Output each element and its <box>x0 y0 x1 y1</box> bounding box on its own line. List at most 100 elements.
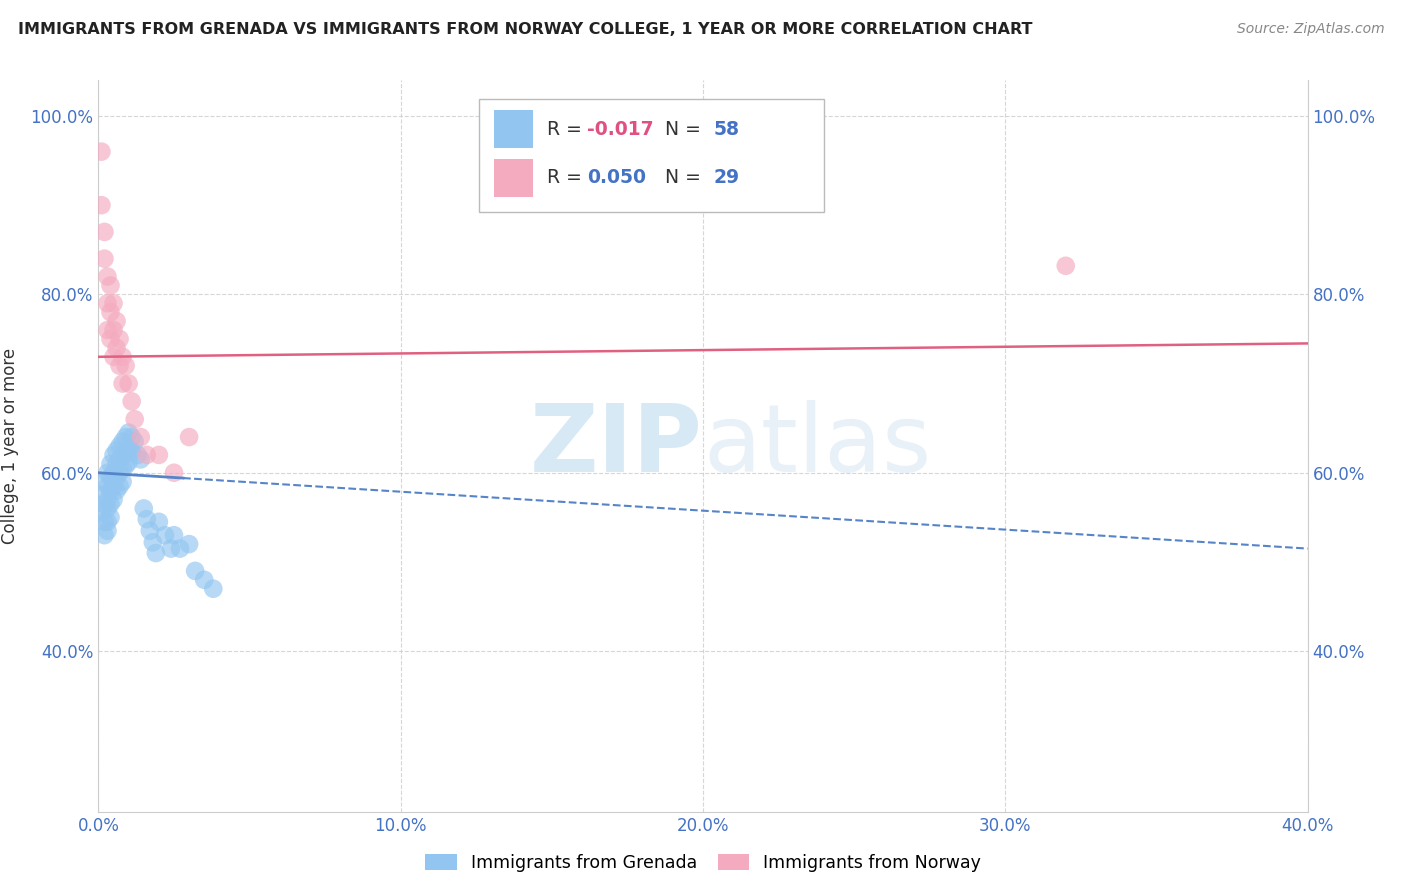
Point <box>93 225 115 239</box>
Point <box>105 314 128 328</box>
Point <box>108 439 131 453</box>
Point <box>111 376 134 391</box>
Point <box>118 441 141 455</box>
Text: N =: N = <box>654 120 707 139</box>
Point <box>93 252 115 266</box>
Point <box>100 483 122 498</box>
Point <box>127 448 149 462</box>
Point <box>103 466 125 480</box>
Point <box>124 434 146 449</box>
Point <box>105 457 128 471</box>
Point <box>118 425 141 440</box>
Point <box>118 455 141 469</box>
Point <box>93 515 115 529</box>
Point <box>96 296 118 310</box>
Point <box>103 479 125 493</box>
Point <box>111 434 134 449</box>
Text: Source: ZipAtlas.com: Source: ZipAtlas.com <box>1237 22 1385 37</box>
Point <box>129 430 152 444</box>
Point <box>100 278 122 293</box>
Point <box>100 510 122 524</box>
Point <box>160 541 183 556</box>
Point <box>96 524 118 538</box>
Text: N =: N = <box>654 168 707 187</box>
Text: IMMIGRANTS FROM GRENADA VS IMMIGRANTS FROM NORWAY COLLEGE, 1 YEAR OR MORE CORREL: IMMIGRANTS FROM GRENADA VS IMMIGRANTS FR… <box>18 22 1033 37</box>
Text: 58: 58 <box>714 120 740 139</box>
Point <box>114 446 136 460</box>
Point <box>108 359 131 373</box>
Point <box>121 394 143 409</box>
Point <box>103 296 125 310</box>
Point <box>1054 259 1077 273</box>
Point <box>132 501 155 516</box>
Point <box>121 430 143 444</box>
Y-axis label: College, 1 year or more: College, 1 year or more <box>1 348 20 544</box>
Point <box>179 537 201 551</box>
Point <box>96 515 118 529</box>
Point <box>96 479 118 493</box>
Point <box>111 450 134 464</box>
Point <box>103 350 125 364</box>
Point <box>124 412 146 426</box>
Point <box>100 332 122 346</box>
Point <box>90 145 112 159</box>
Point <box>96 323 118 337</box>
Text: -0.017: -0.017 <box>586 120 654 139</box>
Point <box>90 198 112 212</box>
Point <box>105 483 128 498</box>
Point <box>100 305 122 319</box>
Point <box>114 458 136 473</box>
Point <box>202 582 225 596</box>
Text: atlas: atlas <box>703 400 931 492</box>
Point <box>93 528 115 542</box>
Point <box>179 430 201 444</box>
FancyBboxPatch shape <box>479 99 824 212</box>
Point <box>184 564 207 578</box>
Point <box>142 535 165 549</box>
Point <box>145 546 167 560</box>
Point <box>114 359 136 373</box>
Point <box>90 506 112 520</box>
Point <box>169 541 191 556</box>
Point <box>193 573 215 587</box>
Point <box>108 452 131 467</box>
Point <box>93 497 115 511</box>
Point <box>96 492 118 507</box>
Point <box>111 350 134 364</box>
Point <box>135 448 157 462</box>
Point <box>108 479 131 493</box>
Point <box>114 430 136 444</box>
Point <box>111 461 134 475</box>
Point <box>108 332 131 346</box>
Point <box>105 341 128 355</box>
Point <box>121 443 143 458</box>
Point <box>105 470 128 484</box>
FancyBboxPatch shape <box>494 159 533 196</box>
Point <box>96 466 118 480</box>
Point <box>108 466 131 480</box>
Point <box>163 528 186 542</box>
Point <box>163 466 186 480</box>
Point <box>96 501 118 516</box>
Point <box>90 488 112 502</box>
Text: 0.050: 0.050 <box>586 168 645 187</box>
Legend: Immigrants from Grenada, Immigrants from Norway: Immigrants from Grenada, Immigrants from… <box>419 847 987 879</box>
Point <box>100 457 122 471</box>
FancyBboxPatch shape <box>494 111 533 148</box>
Point <box>148 515 170 529</box>
Point <box>93 475 115 489</box>
Point <box>148 448 170 462</box>
Point <box>105 443 128 458</box>
Point <box>96 269 118 284</box>
Point <box>129 452 152 467</box>
Point <box>100 497 122 511</box>
Point <box>103 448 125 462</box>
Text: 29: 29 <box>714 168 740 187</box>
Point <box>103 492 125 507</box>
Point <box>118 376 141 391</box>
Text: R =: R = <box>547 120 588 139</box>
Point <box>111 475 134 489</box>
Text: R =: R = <box>547 168 588 187</box>
Text: ZIP: ZIP <box>530 400 703 492</box>
Point <box>153 528 176 542</box>
